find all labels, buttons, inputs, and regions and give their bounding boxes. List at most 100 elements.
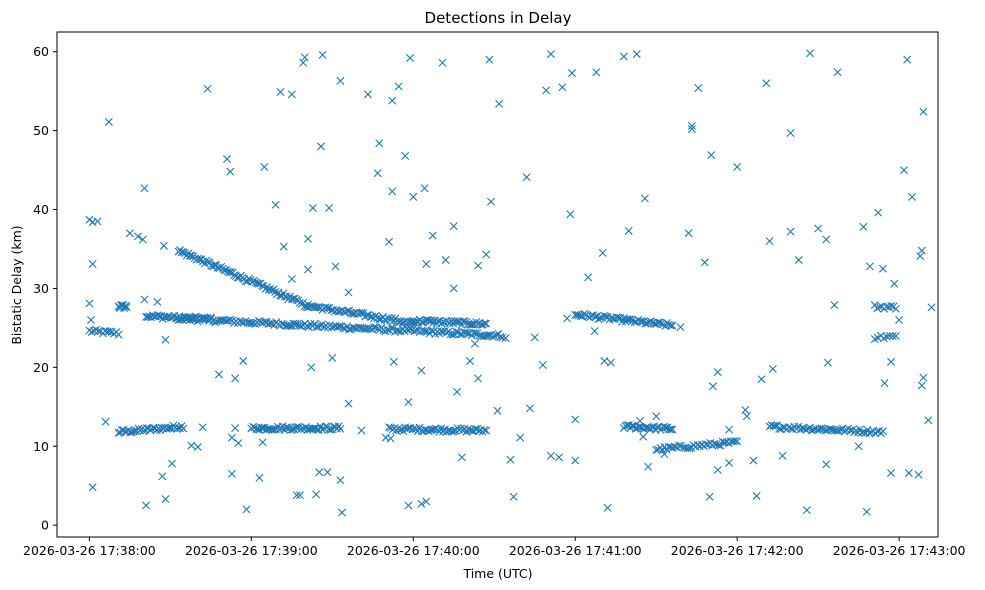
data-point (297, 322, 306, 331)
data-point (324, 425, 333, 434)
data-point (386, 434, 395, 443)
data-point (258, 438, 267, 447)
data-point (474, 261, 483, 270)
data-point (749, 456, 758, 465)
y-axis-label: Bistatic Delay (km) (9, 225, 24, 344)
data-point (603, 503, 612, 512)
data-point (331, 262, 340, 271)
data-point (707, 151, 716, 160)
data-point (733, 162, 742, 171)
data-point (125, 229, 134, 238)
data-point (917, 381, 926, 390)
data-point (558, 83, 567, 92)
data-point (276, 87, 285, 96)
data-point (733, 437, 742, 446)
chart-title: Detections in Delay (425, 9, 572, 27)
data-point (714, 441, 723, 450)
data-point (675, 441, 684, 450)
data-point (323, 304, 332, 313)
data-point (482, 319, 491, 328)
data-point (619, 52, 628, 61)
data-point (438, 58, 447, 67)
data-point (210, 261, 219, 270)
data-point (304, 234, 313, 243)
data-point (676, 323, 685, 332)
data-point (277, 319, 286, 328)
data-point (700, 258, 709, 267)
data-point (420, 184, 429, 193)
data-point (252, 425, 261, 434)
data-point (404, 398, 413, 407)
y-tick-label: 20 (33, 360, 49, 375)
data-point (891, 304, 900, 313)
data-point (705, 492, 714, 501)
data-point (731, 437, 740, 445)
data-point (712, 440, 721, 449)
data-point (815, 424, 824, 433)
data-point (568, 69, 576, 78)
data-point (687, 121, 696, 130)
data-point (506, 455, 515, 464)
data-point (822, 460, 831, 469)
data-points (85, 49, 936, 517)
data-point (299, 58, 308, 67)
axis-ticks: 2026-03-26 17:38:00 2026-03-26 17:39:00 20… (23, 44, 966, 558)
data-point (260, 317, 269, 326)
data-point (234, 439, 243, 448)
data-point (88, 483, 97, 492)
data-point (546, 50, 555, 59)
data-point (652, 412, 661, 421)
data-point (389, 357, 398, 366)
data-point (159, 241, 168, 250)
data-point (666, 321, 675, 330)
data-point (271, 200, 280, 209)
data-point (880, 379, 889, 388)
data-point (742, 412, 751, 421)
data-point (862, 507, 871, 516)
data-point (482, 250, 491, 259)
data-point (606, 358, 615, 367)
data-point (225, 268, 234, 277)
data-point (406, 324, 415, 333)
data-point (694, 84, 703, 93)
data-point (725, 425, 734, 434)
data-point (919, 107, 928, 116)
data-point (458, 317, 467, 326)
data-point (644, 462, 653, 471)
data-point (685, 444, 694, 453)
y-tick-label: 10 (33, 439, 49, 454)
data-point (480, 319, 489, 328)
data-point (480, 425, 489, 434)
data-point (101, 417, 110, 426)
data-point (908, 192, 917, 201)
data-point (307, 363, 316, 372)
data-point (598, 248, 607, 257)
data-point (287, 90, 296, 99)
data-point (878, 427, 887, 436)
data-point (393, 317, 402, 325)
data-point (357, 426, 366, 435)
data-point (253, 279, 262, 288)
data-point (161, 495, 170, 504)
data-point (344, 288, 353, 297)
data-point (919, 373, 928, 382)
data-point (318, 50, 327, 59)
data-point (85, 299, 94, 308)
data-point (924, 416, 933, 425)
data-point (292, 491, 301, 500)
data-point (449, 222, 458, 231)
data-point (242, 505, 251, 514)
data-point (765, 237, 774, 246)
data-point (639, 432, 648, 441)
data-point (336, 76, 345, 85)
data-point (87, 328, 96, 336)
data-point (448, 330, 457, 339)
data-point (363, 90, 372, 99)
data-point (713, 465, 722, 474)
data-point (143, 313, 152, 321)
data-point (241, 277, 250, 286)
data-point (895, 316, 904, 324)
data-point (708, 382, 717, 391)
data-point (865, 429, 874, 438)
data-point (227, 469, 236, 478)
